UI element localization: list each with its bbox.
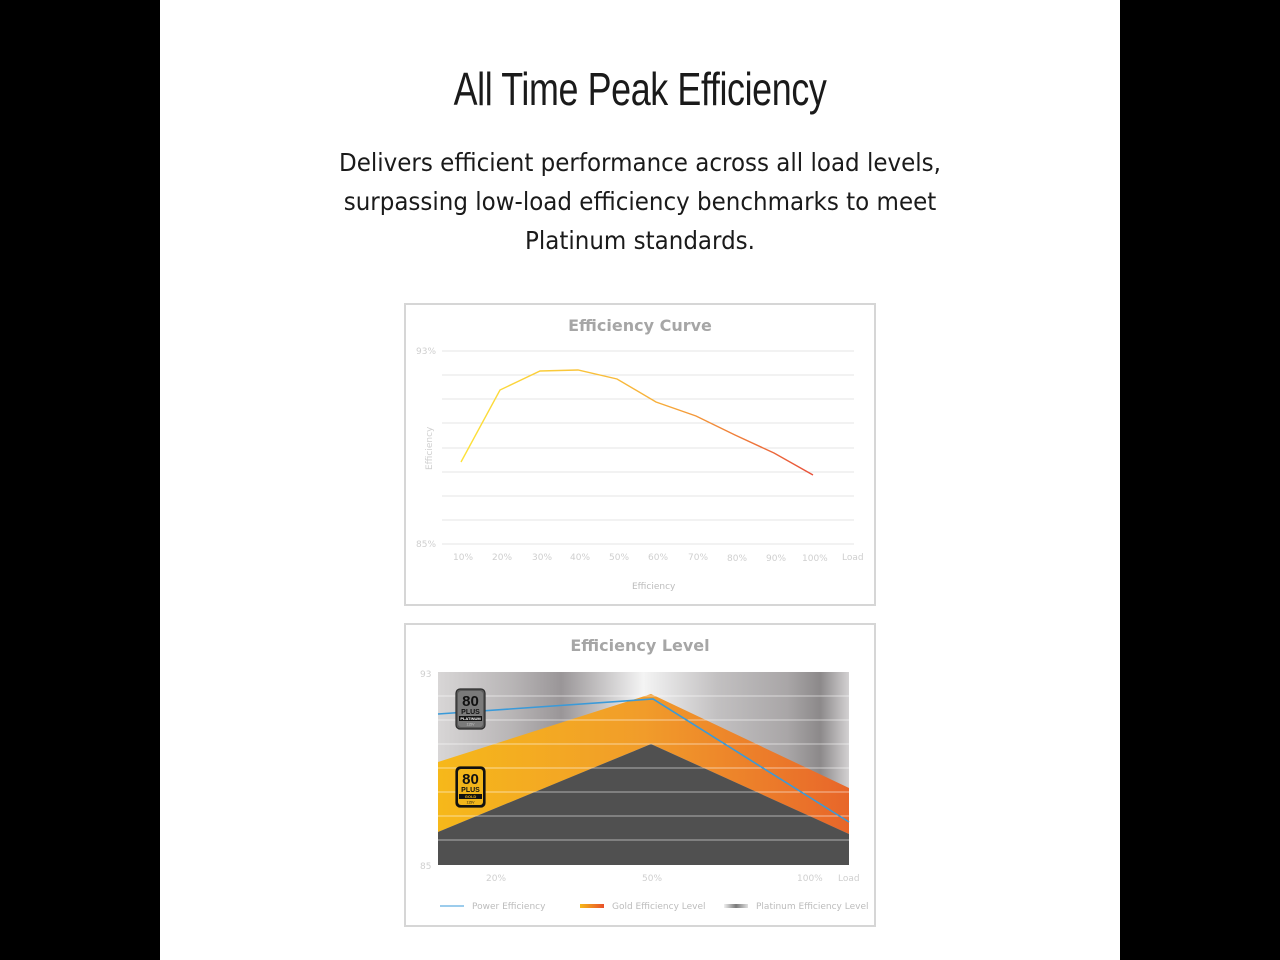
svg-text:PLUS: PLUS — [461, 787, 480, 794]
page-title: All Time Peak Efficiency — [453, 63, 827, 115]
legend-power-efficiency: Power Efficiency — [472, 902, 546, 912]
chart-title: Efficiency Curve — [568, 316, 712, 335]
x-axis-labels: 10% 20% 30% 40% 50% 60% 70% 80% 90% 100%… — [453, 553, 864, 564]
x-axis-labels: 20% 50% 100% Load — [486, 874, 860, 884]
svg-text:10%: 10% — [453, 553, 473, 563]
svg-text:20%: 20% — [492, 553, 512, 563]
svg-text:115V: 115V — [467, 801, 476, 805]
80plus-gold-badge: 80 PLUS GOLD 115V — [455, 766, 486, 808]
svg-text:115V: 115V — [467, 723, 476, 727]
legend: Efficiency — [602, 582, 676, 592]
page-content: All Time Peak Efficiency Delivers effici… — [160, 0, 1120, 960]
y-tick-bottom: 85% — [416, 540, 436, 550]
y-axis-label: Efficiency — [425, 426, 435, 470]
legend-platinum-level: Platinum Efficiency Level — [756, 902, 868, 912]
svg-text:70%: 70% — [688, 553, 708, 563]
80plus-platinum-badge: 80 PLUS PLATINUM 115V — [455, 688, 486, 730]
svg-text:PLATINUM: PLATINUM — [460, 716, 481, 721]
chart-title: Efficiency Level — [570, 636, 710, 655]
y-tick-bottom: 85 — [420, 862, 431, 872]
efficiency-curve-chart: 93% 85% Efficiency 10% 20% 30% 40% 50% 6… — [404, 303, 876, 606]
subtitle-line: surpassing low-load efficiency benchmark… — [343, 187, 937, 216]
subtitle-line: Platinum standards. — [525, 226, 755, 255]
efficiency-level-plot: 80 PLUS PLATINUM 115V 80 PLUS GOLD 115V … — [420, 670, 868, 912]
efficiency-line — [460, 369, 814, 476]
svg-text:90%: 90% — [766, 554, 786, 564]
svg-text:60%: 60% — [648, 553, 668, 563]
svg-text:100%: 100% — [797, 874, 823, 884]
gridlines — [438, 695, 849, 841]
svg-text:80%: 80% — [727, 554, 747, 564]
legend-gold-level: Gold Efficiency Level — [612, 902, 706, 912]
legend: Power Efficiency Gold Efficiency Level P… — [440, 902, 868, 912]
dark-area — [438, 744, 849, 865]
svg-text:GOLD: GOLD — [465, 794, 477, 799]
svg-text:PLUS: PLUS — [461, 709, 480, 716]
svg-text:50%: 50% — [609, 553, 629, 563]
subtitle-line: Delivers efficient performance across al… — [339, 148, 941, 177]
svg-text:100%: 100% — [802, 554, 828, 564]
y-tick-top: 93% — [416, 347, 436, 357]
svg-text:80: 80 — [462, 771, 479, 788]
x-axis-title: Load — [842, 553, 864, 563]
svg-text:40%: 40% — [570, 553, 590, 563]
svg-text:30%: 30% — [532, 553, 552, 563]
x-axis-title: Load — [838, 874, 860, 884]
svg-text:80: 80 — [462, 693, 479, 710]
svg-text:20%: 20% — [486, 874, 506, 884]
efficiency-level-chart: 80 PLUS PLATINUM 115V 80 PLUS GOLD 115V … — [404, 623, 876, 927]
efficiency-curve-plot: 93% 85% Efficiency 10% 20% 30% 40% 50% 6… — [416, 347, 864, 592]
svg-text:50%: 50% — [642, 874, 662, 884]
power-efficiency-line — [437, 698, 850, 823]
gridlines — [442, 350, 854, 545]
y-tick-top: 93 — [420, 670, 431, 680]
gold-band — [438, 694, 849, 834]
legend-efficiency: Efficiency — [632, 582, 676, 592]
page-subtitle: Delivers efficient performance across al… — [198, 143, 1081, 260]
